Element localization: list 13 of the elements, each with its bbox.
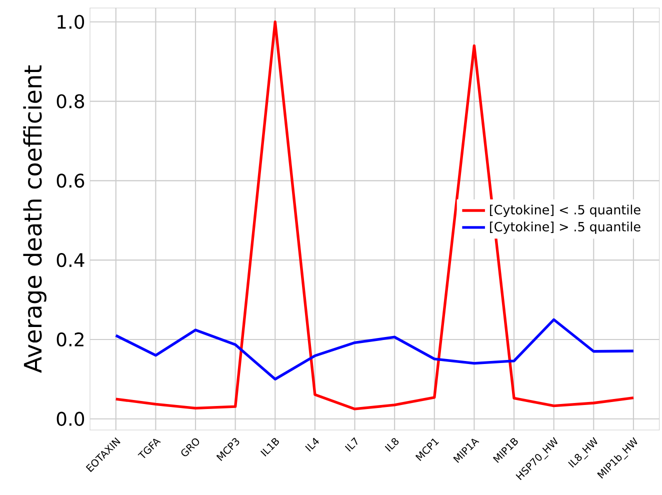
y-tick-label: 0.4 bbox=[56, 253, 84, 268]
x-tick-label: IL8 bbox=[384, 438, 399, 452]
y-tick-label: 0.8 bbox=[56, 94, 84, 108]
y-tick-label: 0.2 bbox=[56, 332, 84, 347]
line-series bbox=[114, 318, 635, 381]
y-tick-label: 0.0 bbox=[56, 412, 84, 426]
x-tick-label: IL7 bbox=[344, 437, 358, 452]
y-tick-label: 0.6 bbox=[56, 174, 84, 188]
legend-label: [Cytokine] < .5 quantile bbox=[490, 204, 640, 217]
y-axis-title: Average death coefficient bbox=[23, 65, 46, 373]
x-tick-label: IL4 bbox=[305, 438, 319, 452]
legend-label: [Cytokine] > .5 quantile bbox=[490, 222, 640, 234]
y-tick-label: 1.0 bbox=[58, 14, 84, 29]
